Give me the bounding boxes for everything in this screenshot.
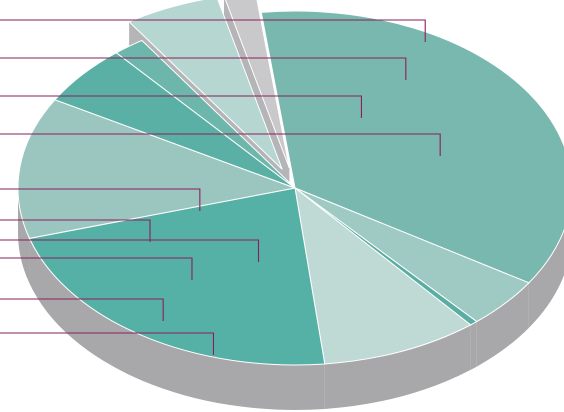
pie-slice-3	[294, 186, 472, 365]
leader-line-7	[0, 257, 193, 280]
leader-line-1	[0, 19, 426, 42]
slice-side-2-0	[470, 321, 477, 370]
leader-line-8	[0, 332, 215, 355]
pie-slice-0	[260, 10, 564, 284]
pie-slice-9	[224, 0, 290, 169]
slice-side-1-0	[476, 282, 529, 367]
leader-line-3	[0, 95, 362, 118]
leader-line-4	[0, 188, 201, 211]
pie-slice-8	[128, 0, 283, 170]
pie-slice-4	[28, 187, 326, 366]
leader-line-2	[0, 57, 407, 80]
leader-line-5	[0, 219, 151, 242]
slice-side-0-0	[528, 230, 564, 328]
leader-line-9	[0, 239, 260, 262]
slice-side-3-0	[324, 324, 471, 409]
leader-lines-group	[0, 19, 441, 355]
slice-side-4-0	[29, 238, 325, 410]
slice-tops-group	[17, 0, 564, 366]
leader-line-6	[0, 298, 164, 321]
pie-slice-7	[115, 39, 296, 189]
slice-side-5-0	[18, 188, 30, 284]
leader-line-0	[0, 133, 441, 156]
